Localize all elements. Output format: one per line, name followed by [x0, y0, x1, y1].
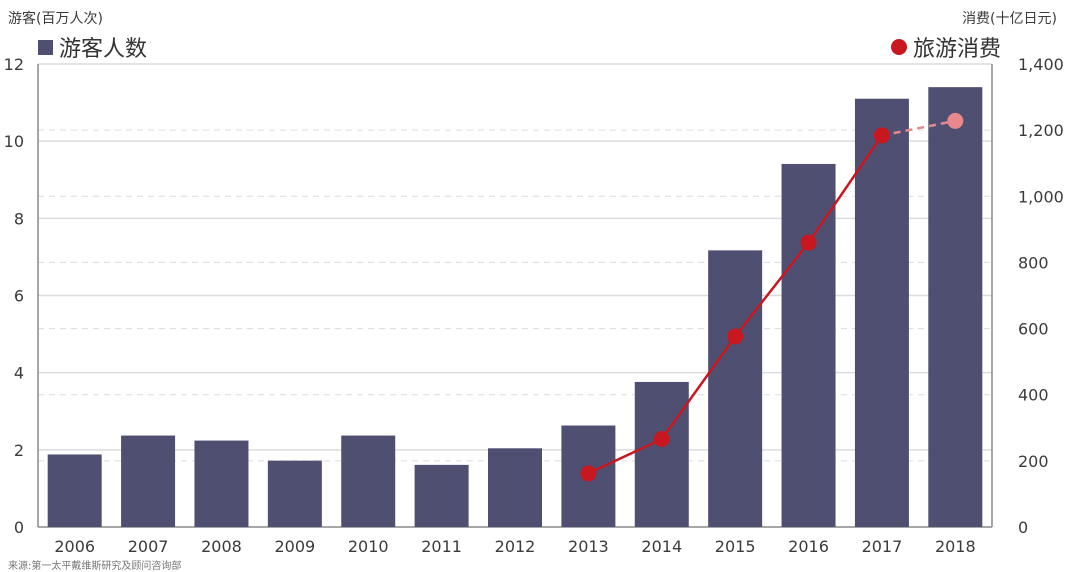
bar — [708, 250, 763, 528]
line-point — [947, 112, 964, 129]
left-axis-title: 游客(百万人次) — [8, 11, 103, 27]
right-tick-label: 800 — [1018, 253, 1049, 272]
x-tick-label: 2010 — [348, 537, 389, 556]
line-segment — [660, 335, 737, 440]
bar — [194, 440, 249, 527]
line-segment-estimate — [881, 119, 956, 137]
source-note: 来源:第一太平戴维斯研究及顾问咨询部 — [8, 561, 182, 572]
bar — [341, 435, 396, 527]
left-tick-label: 8 — [14, 209, 24, 228]
bar — [488, 448, 542, 527]
x-tick-label: 2018 — [935, 537, 976, 556]
right-tick-label: 1,200 — [1018, 121, 1064, 140]
x-tick-label: 2008 — [201, 537, 242, 556]
legend-line-label: 旅游消费 — [912, 37, 1001, 62]
x-tick-label: 2011 — [421, 537, 462, 556]
bar — [121, 435, 176, 527]
right-axis-title: 消费(十亿日元) — [962, 11, 1057, 27]
left-tick-label: 2 — [14, 441, 24, 460]
x-tick-label: 2016 — [788, 537, 829, 556]
line-point — [653, 431, 670, 448]
line-point — [727, 328, 744, 345]
bar — [414, 464, 469, 527]
x-tick-label: 2009 — [274, 537, 315, 556]
legend-bar-swatch — [38, 39, 53, 55]
left-tick-label: 10 — [4, 132, 24, 151]
x-tick-label: 2015 — [715, 537, 756, 556]
bar — [928, 87, 983, 528]
x-tick-label: 2017 — [862, 537, 903, 556]
x-tick-label: 2012 — [495, 537, 536, 556]
left-tick-label: 4 — [14, 364, 24, 383]
left-tick-label: 0 — [14, 518, 24, 537]
right-tick-label: 600 — [1018, 320, 1049, 339]
bar — [47, 454, 102, 527]
legend-dot-swatch — [890, 39, 907, 55]
line-point — [580, 465, 597, 482]
left-tick-label: 6 — [14, 287, 24, 306]
right-tick-label: 400 — [1018, 386, 1049, 405]
left-tick-label: 12 — [4, 55, 24, 74]
line-point — [873, 127, 890, 144]
legend-line: 旅游消费 — [890, 31, 1001, 63]
line-segment — [807, 134, 883, 244]
right-tick-label: 200 — [1018, 452, 1049, 471]
bar — [634, 381, 689, 527]
x-tick-label: 2014 — [641, 537, 682, 556]
line-segment — [587, 437, 663, 475]
line-point — [800, 234, 817, 251]
legend-bars-label: 游客人数 — [59, 37, 148, 62]
x-tick-label: 2013 — [568, 537, 609, 556]
right-tick-label: 1,000 — [1018, 187, 1064, 206]
line-segment — [734, 241, 810, 338]
right-tick-label: 1,400 — [1018, 55, 1064, 74]
legend-bars: 游客人数 — [38, 31, 147, 63]
bar — [781, 163, 836, 527]
x-tick-label: 2007 — [128, 537, 169, 556]
bar — [267, 460, 322, 527]
bar — [854, 98, 909, 527]
right-tick-label: 0 — [1018, 518, 1028, 537]
x-tick-label: 2006 — [54, 537, 95, 556]
